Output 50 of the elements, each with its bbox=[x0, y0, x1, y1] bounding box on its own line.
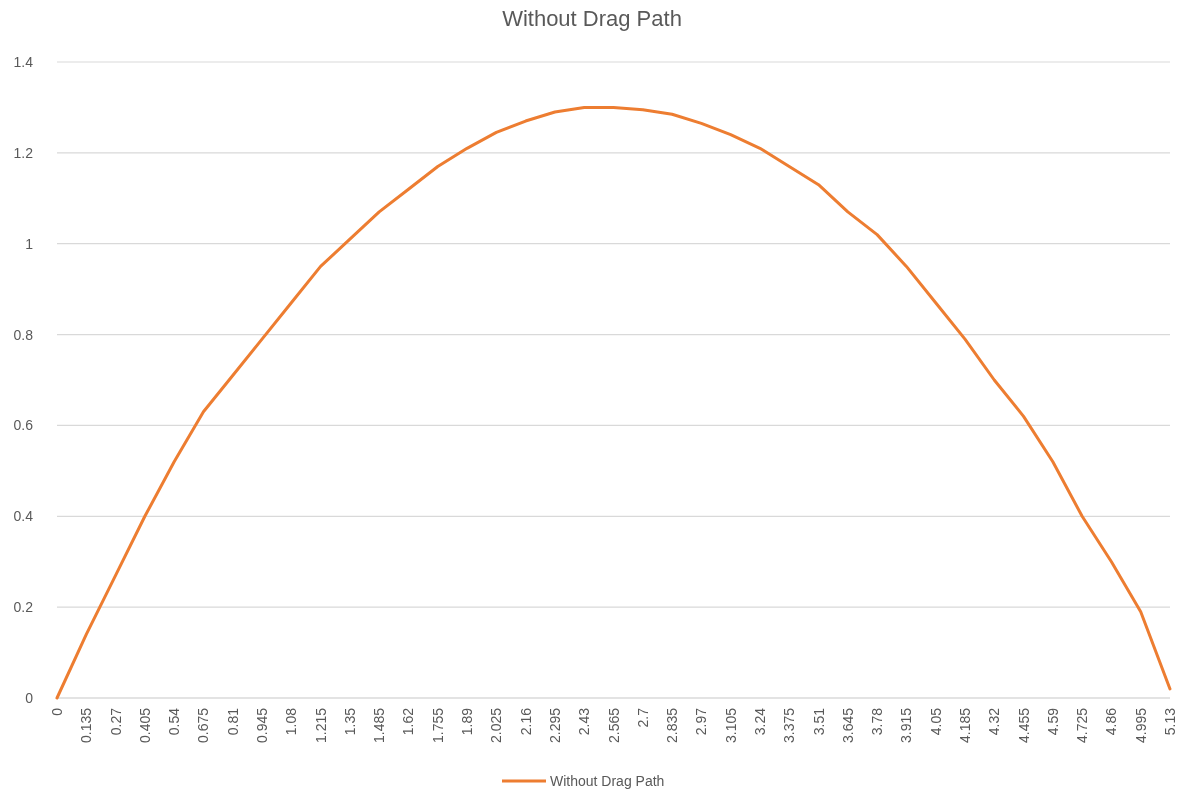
y-tick-label: 0.4 bbox=[13, 508, 34, 525]
x-tick-label: 4.455 bbox=[1015, 707, 1032, 744]
x-tick-label: 1.755 bbox=[429, 707, 446, 744]
y-tick-label: 0.6 bbox=[13, 417, 34, 434]
x-tick-label: 4.05 bbox=[927, 707, 944, 736]
y-tick-label: 1 bbox=[25, 235, 34, 252]
x-tick-label: 5.13 bbox=[1162, 707, 1178, 736]
x-tick-label: 2.295 bbox=[546, 707, 563, 744]
chart-title: Without Drag Path bbox=[502, 6, 682, 31]
x-tick-label: 2.16 bbox=[517, 707, 534, 736]
x-tick-label: 4.995 bbox=[1132, 707, 1149, 744]
x-tick-label: 0.81 bbox=[224, 707, 241, 736]
x-tick-label: 1.215 bbox=[312, 707, 329, 744]
x-tick-label: 1.08 bbox=[283, 707, 300, 736]
x-tick-label: 3.105 bbox=[722, 707, 739, 744]
x-tick-label: 2.97 bbox=[693, 707, 710, 736]
x-tick-label: 0.675 bbox=[195, 707, 212, 744]
x-tick-label: 0.945 bbox=[254, 707, 271, 744]
x-tick-label: 3.24 bbox=[751, 707, 768, 736]
x-tick-label: 3.51 bbox=[810, 707, 827, 736]
x-tick-label: 0.405 bbox=[136, 707, 153, 744]
x-tick-label: 3.645 bbox=[839, 707, 856, 744]
x-tick-label: 4.59 bbox=[1044, 707, 1061, 736]
x-tick-label: 4.86 bbox=[1103, 707, 1120, 736]
x-tick-label: 3.375 bbox=[781, 707, 798, 744]
x-tick-label: 2.565 bbox=[605, 707, 622, 744]
x-tick-label: 0 bbox=[49, 707, 65, 716]
y-tick-label: 1.2 bbox=[13, 144, 34, 161]
x-tick-label: 4.32 bbox=[986, 707, 1003, 736]
x-tick-label: 2.835 bbox=[664, 707, 681, 744]
legend-label: Without Drag Path bbox=[550, 773, 665, 789]
y-tick-label: 0.8 bbox=[13, 326, 34, 343]
x-tick-label: 3.78 bbox=[869, 707, 886, 736]
y-tick-label: 0 bbox=[25, 690, 34, 706]
x-tick-label: 0.54 bbox=[166, 707, 183, 736]
x-tick-label: 4.185 bbox=[956, 707, 973, 744]
y-tick-label: 1.4 bbox=[13, 54, 34, 70]
x-tick-label: 2.025 bbox=[488, 707, 505, 744]
x-tick-label: 0.135 bbox=[78, 707, 95, 744]
x-tick-label: 1.89 bbox=[459, 707, 476, 736]
x-tick-label: 2.7 bbox=[634, 707, 651, 728]
x-tick-label: 3.915 bbox=[898, 707, 915, 744]
x-tick-label: 1.62 bbox=[400, 707, 417, 736]
x-tick-label: 1.485 bbox=[371, 707, 388, 744]
line-series bbox=[55, 105, 1172, 700]
x-tick-label: 2.43 bbox=[576, 707, 593, 736]
x-tick-label: 4.725 bbox=[1074, 707, 1091, 744]
x-tick-label: 1.35 bbox=[341, 707, 358, 736]
x-tick-label: 0.27 bbox=[107, 707, 124, 736]
y-tick-label: 0.2 bbox=[13, 599, 34, 616]
